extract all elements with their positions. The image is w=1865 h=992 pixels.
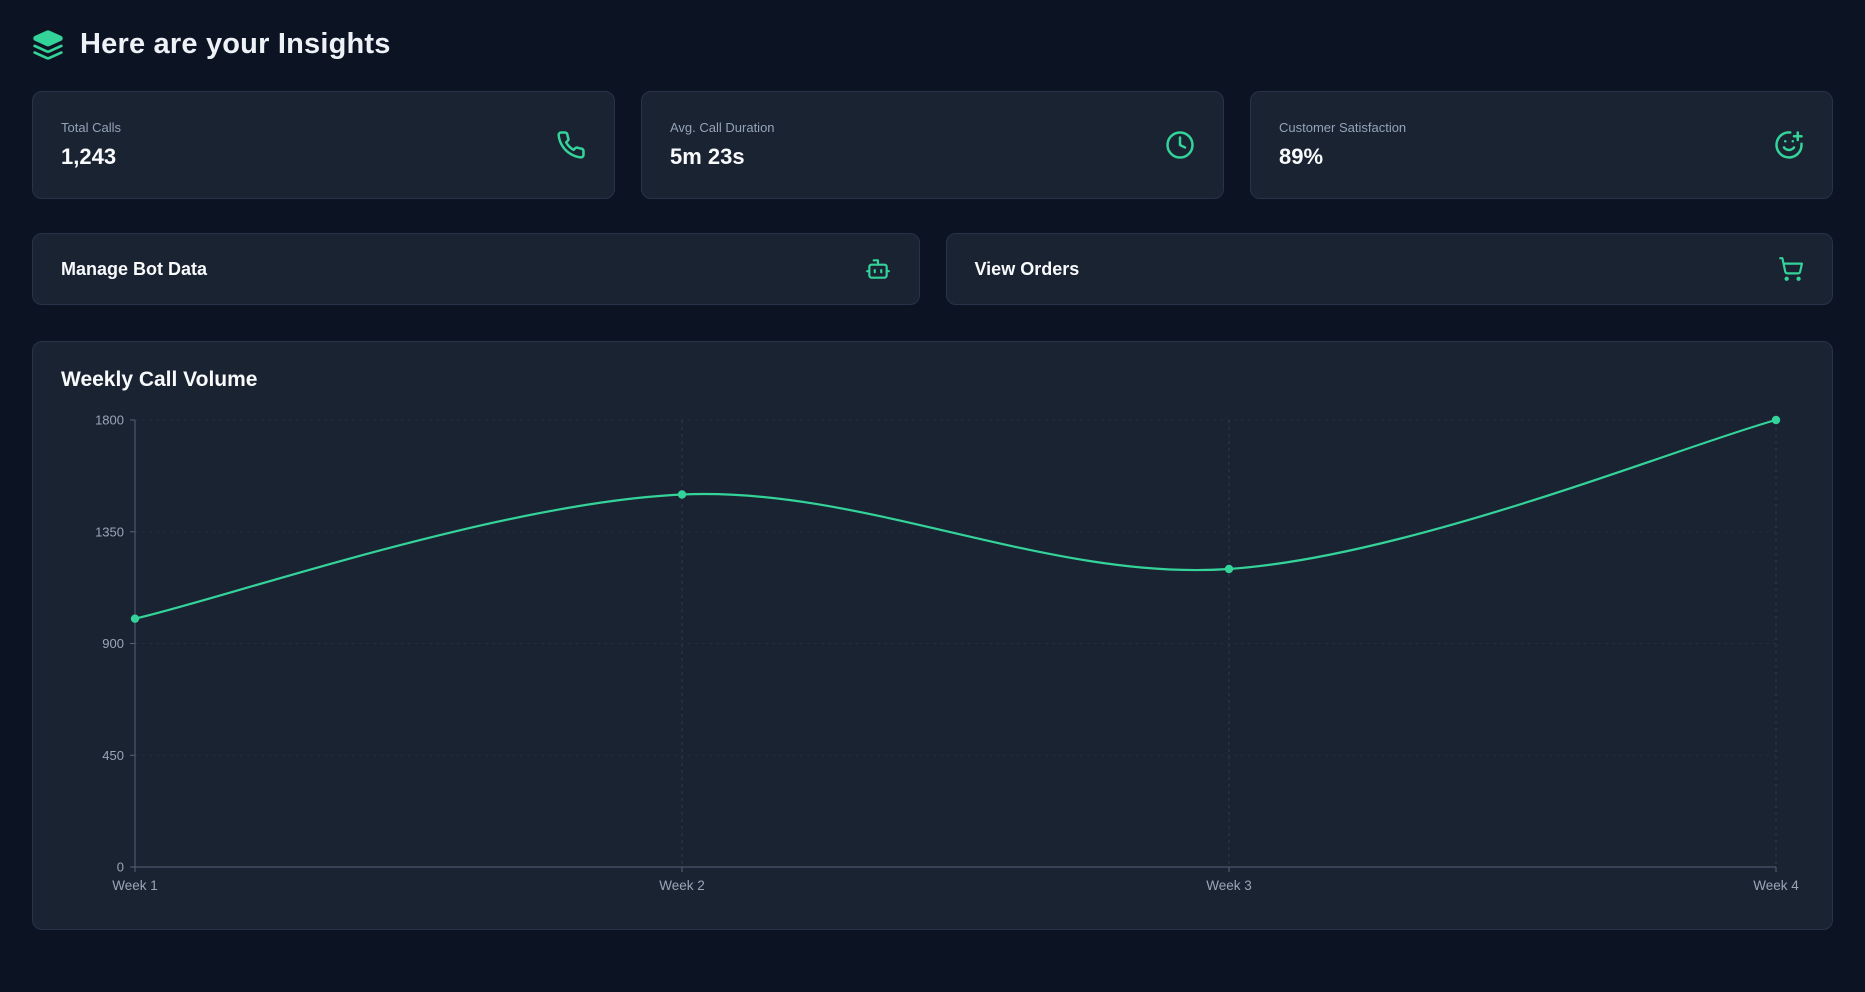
clock-icon [1165,130,1195,160]
stat-label: Customer Satisfaction [1279,120,1407,135]
stat-text: Customer Satisfaction 89% [1279,120,1406,170]
actions-row: Manage Bot Data View Orders [32,233,1833,305]
stat-card-avg-call-duration: Avg. Call Duration 5m 23s [641,91,1224,199]
stat-label: Avg. Call Duration [670,120,775,135]
page-header: Here are your Insights [32,28,1833,61]
svg-text:Week 2: Week 2 [659,878,705,893]
svg-text:Week 4: Week 4 [1753,878,1799,893]
svg-text:0: 0 [117,860,124,875]
line-chart-svg: 0 450 900 1350 1800 Week 1 Week 2 Week 3 Week 4 [95,413,1799,894]
stat-value: 1,243 [61,144,117,169]
stat-value: 5m 23s [670,144,745,169]
action-label: View Orders [974,258,1080,279]
chart-title: Weekly Call Volume [61,368,258,391]
insights-page: Here are your Insights Total Calls 1,243… [32,28,1833,930]
stat-text: Avg. Call Duration 5m 23s [670,120,775,170]
stat-value: 89% [1279,144,1324,169]
svg-text:450: 450 [102,748,124,763]
view-orders-button[interactable]: View Orders [945,233,1833,305]
svg-text:Week 3: Week 3 [1206,878,1252,893]
svg-text:Week 1: Week 1 [112,878,158,893]
manage-bot-data-button[interactable]: Manage Bot Data [32,233,920,305]
stat-text: Total Calls 1,243 [61,120,121,170]
svg-text:1350: 1350 [95,524,124,539]
bot-icon [865,256,891,282]
svg-text:900: 900 [102,636,124,651]
layers-icon [32,29,64,61]
weekly-call-volume-chart: 0 450 900 1350 1800 Week 1 Week 2 Week 3 Week 4 [61,406,1804,911]
stats-row: Total Calls 1,243 Avg. Call Duration 5m … [32,91,1833,199]
shopping-cart-icon [1778,256,1804,282]
phone-icon [556,130,586,160]
stat-label: Total Calls [61,120,121,135]
chart-card: Weekly Call Volume 0 450 900 1350 1800 Week 1… [32,341,1833,930]
page-title: Here are your Insights [80,28,391,60]
smile-plus-icon [1774,130,1804,160]
action-label: Manage Bot Data [61,258,208,279]
stat-card-customer-satisfaction: Customer Satisfaction 89% [1250,91,1833,199]
svg-text:1800: 1800 [95,413,124,428]
stat-card-total-calls: Total Calls 1,243 [32,91,615,199]
